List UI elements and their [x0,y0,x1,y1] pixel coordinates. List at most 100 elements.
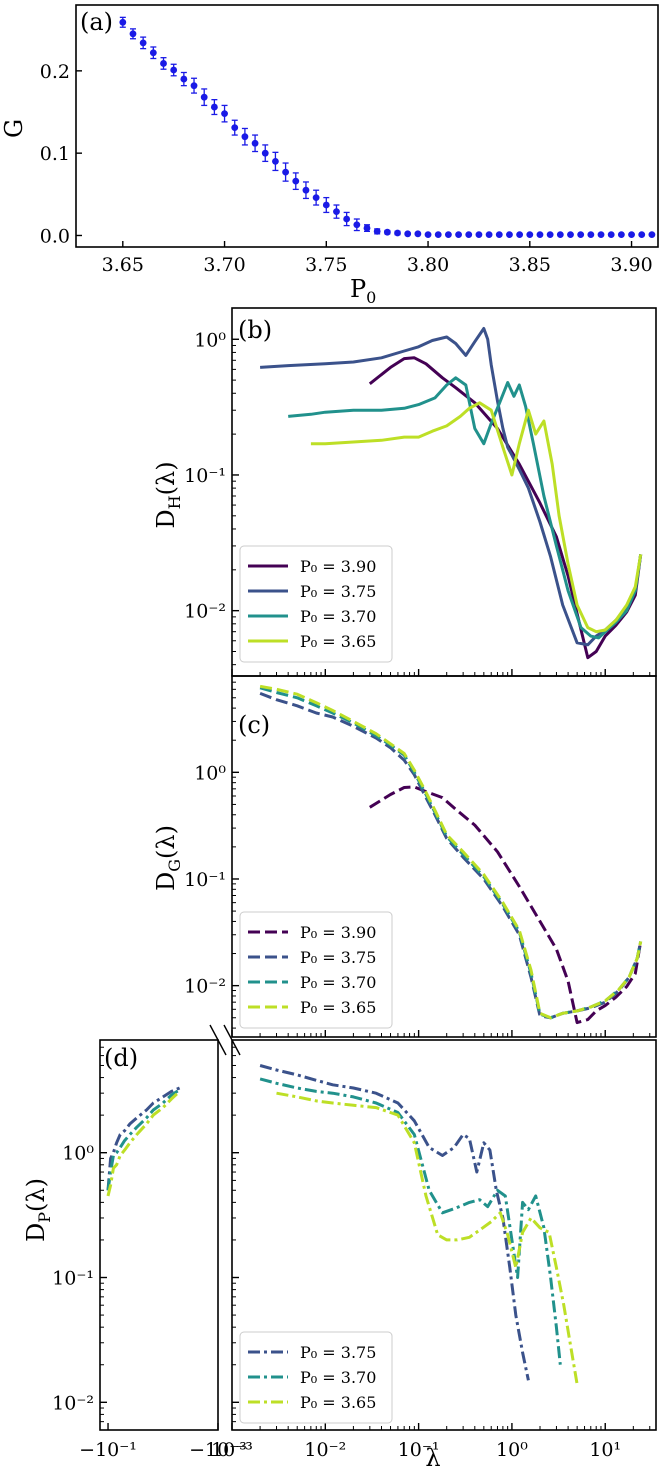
legend-label: P₀ = 3.75 [300,948,376,967]
panel-c-frame [231,675,657,1038]
data-point [170,66,178,74]
panel-a-ylabel: G [0,119,28,138]
y-tick-label: 0.0 [40,225,70,247]
data-point [251,139,259,147]
panel-c: 10⁻² 10⁻¹ 10⁰ (c) DG(λ) P₀ = 3.90 P₀ = 3.75… [152,675,657,1038]
panel-d-data [106,1064,579,1385]
legend-box [239,1331,393,1424]
legend-label: P₀ = 3.75 [300,582,376,601]
legend-box [239,545,393,663]
panel-a-xlabel-main: P [350,275,366,303]
x-tick-label: 3.80 [407,254,449,276]
panel-d-axes: 10⁻² 10⁻¹ 10⁰ −10⁻¹ −10⁻³10⁻³ 10⁻² 10⁻¹ 10⁰ 10¹ [52,1039,651,1461]
x-tick-label: 3.65 [102,254,144,276]
data-point [200,93,208,101]
panel-c-label: (c) [238,711,270,739]
data-point [444,231,452,239]
data-point [312,194,320,202]
data-point [139,39,147,47]
x-tick-label: 3.90 [610,254,652,276]
panel-c-legend: P₀ = 3.90 P₀ = 3.75 P₀ = 3.70 P₀ = 3.65 [239,911,393,1029]
data-point [190,82,198,90]
data-point [383,228,391,236]
data-point [587,231,595,239]
series-line [369,785,643,1025]
panel-d-xlabel: λ [425,1444,440,1472]
data-point [261,149,269,157]
panel-d-legend: P₀ = 3.75 P₀ = 3.70 P₀ = 3.65 [239,1331,393,1424]
panel-a: 3.65 3.70 3.75 3.80 3.85 3.900.00.10.2 (a) G … [0,4,659,307]
series-line [368,356,643,660]
panel-c-ylabel-tail: (λ) [152,825,180,859]
data-point [455,231,462,239]
data-point [617,231,625,239]
panel-c-data [259,684,643,1025]
data-point [567,231,574,239]
data-point [353,221,361,229]
data-point [363,224,371,232]
panel-b-ylabel-tail: (λ) [152,461,180,495]
data-point [597,231,605,239]
data-point [129,30,137,38]
axis-break-marks [209,1024,241,1056]
data-point [272,157,279,165]
panel-b: 10⁻² 10⁻¹ 10⁰ (b) DH(λ) P₀ = 3.90 P₀ = 3.75… [152,307,657,677]
x-tick-label: −10⁻³ [189,1439,247,1461]
panel-d-left-frame [99,1039,219,1431]
y-tick-label: 10⁻¹ [184,465,226,487]
data-point [465,231,473,239]
data-point [526,231,534,239]
data-point [333,208,340,216]
data-point [536,231,544,239]
x-tick-label: 10⁻² [304,1439,346,1461]
data-point [648,231,656,239]
data-point [343,215,351,223]
data-point [149,49,157,57]
legend-box [239,911,393,1029]
data-point [475,231,483,239]
panel-c-ylabel-sub: G [165,859,184,872]
panel-d-ylabel-tail: (λ) [22,1178,50,1212]
x-tick-label: 10⁻¹ [398,1439,440,1461]
series-line [106,1088,181,1191]
data-point [241,133,249,141]
panel-a-xlabel: P0 [350,275,376,307]
panel-b-ylabel-main: D [152,509,180,528]
panel-c-ylabel: DG(λ) [152,825,184,891]
panel-d-ylabel: DP(λ) [22,1178,54,1242]
data-point [180,75,188,83]
legend-label: P₀ = 3.75 [300,1343,376,1362]
data-point [638,231,646,239]
legend-label: P₀ = 3.70 [300,1368,376,1387]
data-point [628,231,635,239]
x-tick-label: 3.85 [509,254,551,276]
series-line [106,1086,181,1191]
panel-a-axes: 3.65 3.70 3.75 3.80 3.85 3.90 0.0 0.1 0.2 [40,61,653,276]
data-point [160,60,167,67]
panel-c-axes: 10⁻² 10⁻¹ 10⁰ [184,675,651,1037]
data-point [373,227,381,235]
x-tick-label: 3.75 [305,254,347,276]
data-point [434,231,442,239]
panel-b-label: (b) [238,316,272,344]
data-point [516,231,524,239]
panel-b-data [260,327,643,660]
x-tick-label: 10⁰ [496,1439,528,1461]
x-tick-label: 10⁻³ [211,1439,253,1461]
data-point [495,231,503,239]
y-tick-label: 0.1 [40,143,70,165]
legend-label: P₀ = 3.90 [300,557,376,576]
panel-d-right-frame [231,1039,657,1431]
panel-d-label: (d) [104,1044,138,1072]
legend-label: P₀ = 3.90 [300,923,376,942]
data-point [322,201,330,209]
panel-a-label: (a) [80,8,113,36]
legend-label: P₀ = 3.65 [300,1393,376,1412]
y-tick-label: 10⁰ [194,762,226,784]
panel-b-legend: P₀ = 3.90 P₀ = 3.75 P₀ = 3.70 P₀ = 3.65 [239,545,393,663]
series-line [310,401,643,634]
x-tick-label: −10⁻¹ [79,1439,137,1461]
data-point [424,231,432,239]
